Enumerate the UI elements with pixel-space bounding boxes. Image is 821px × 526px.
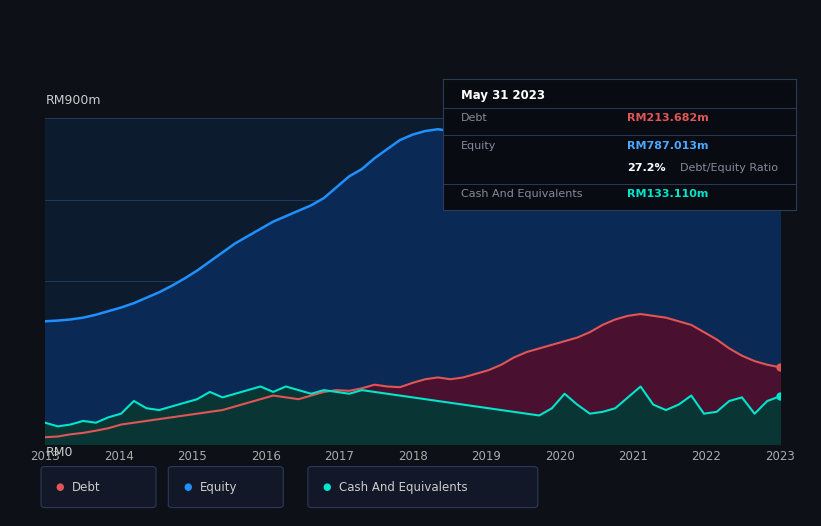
Text: ●: ● [323,482,331,492]
Text: Debt: Debt [72,481,101,493]
Text: 27.2%: 27.2% [627,163,666,173]
Text: ●: ● [56,482,64,492]
Text: Equity: Equity [461,141,497,151]
Text: RM900m: RM900m [46,94,101,107]
Text: May 31 2023: May 31 2023 [461,89,545,103]
Text: Debt: Debt [461,113,488,123]
Text: RM213.682m: RM213.682m [627,113,709,123]
Text: RM0: RM0 [46,446,73,459]
Text: Equity: Equity [200,481,237,493]
Text: RM133.110m: RM133.110m [627,189,709,199]
Text: Debt/Equity Ratio: Debt/Equity Ratio [680,163,777,173]
Text: RM787.013m: RM787.013m [627,141,709,151]
Text: ●: ● [183,482,191,492]
Text: Cash And Equivalents: Cash And Equivalents [339,481,468,493]
Text: Cash And Equivalents: Cash And Equivalents [461,189,582,199]
